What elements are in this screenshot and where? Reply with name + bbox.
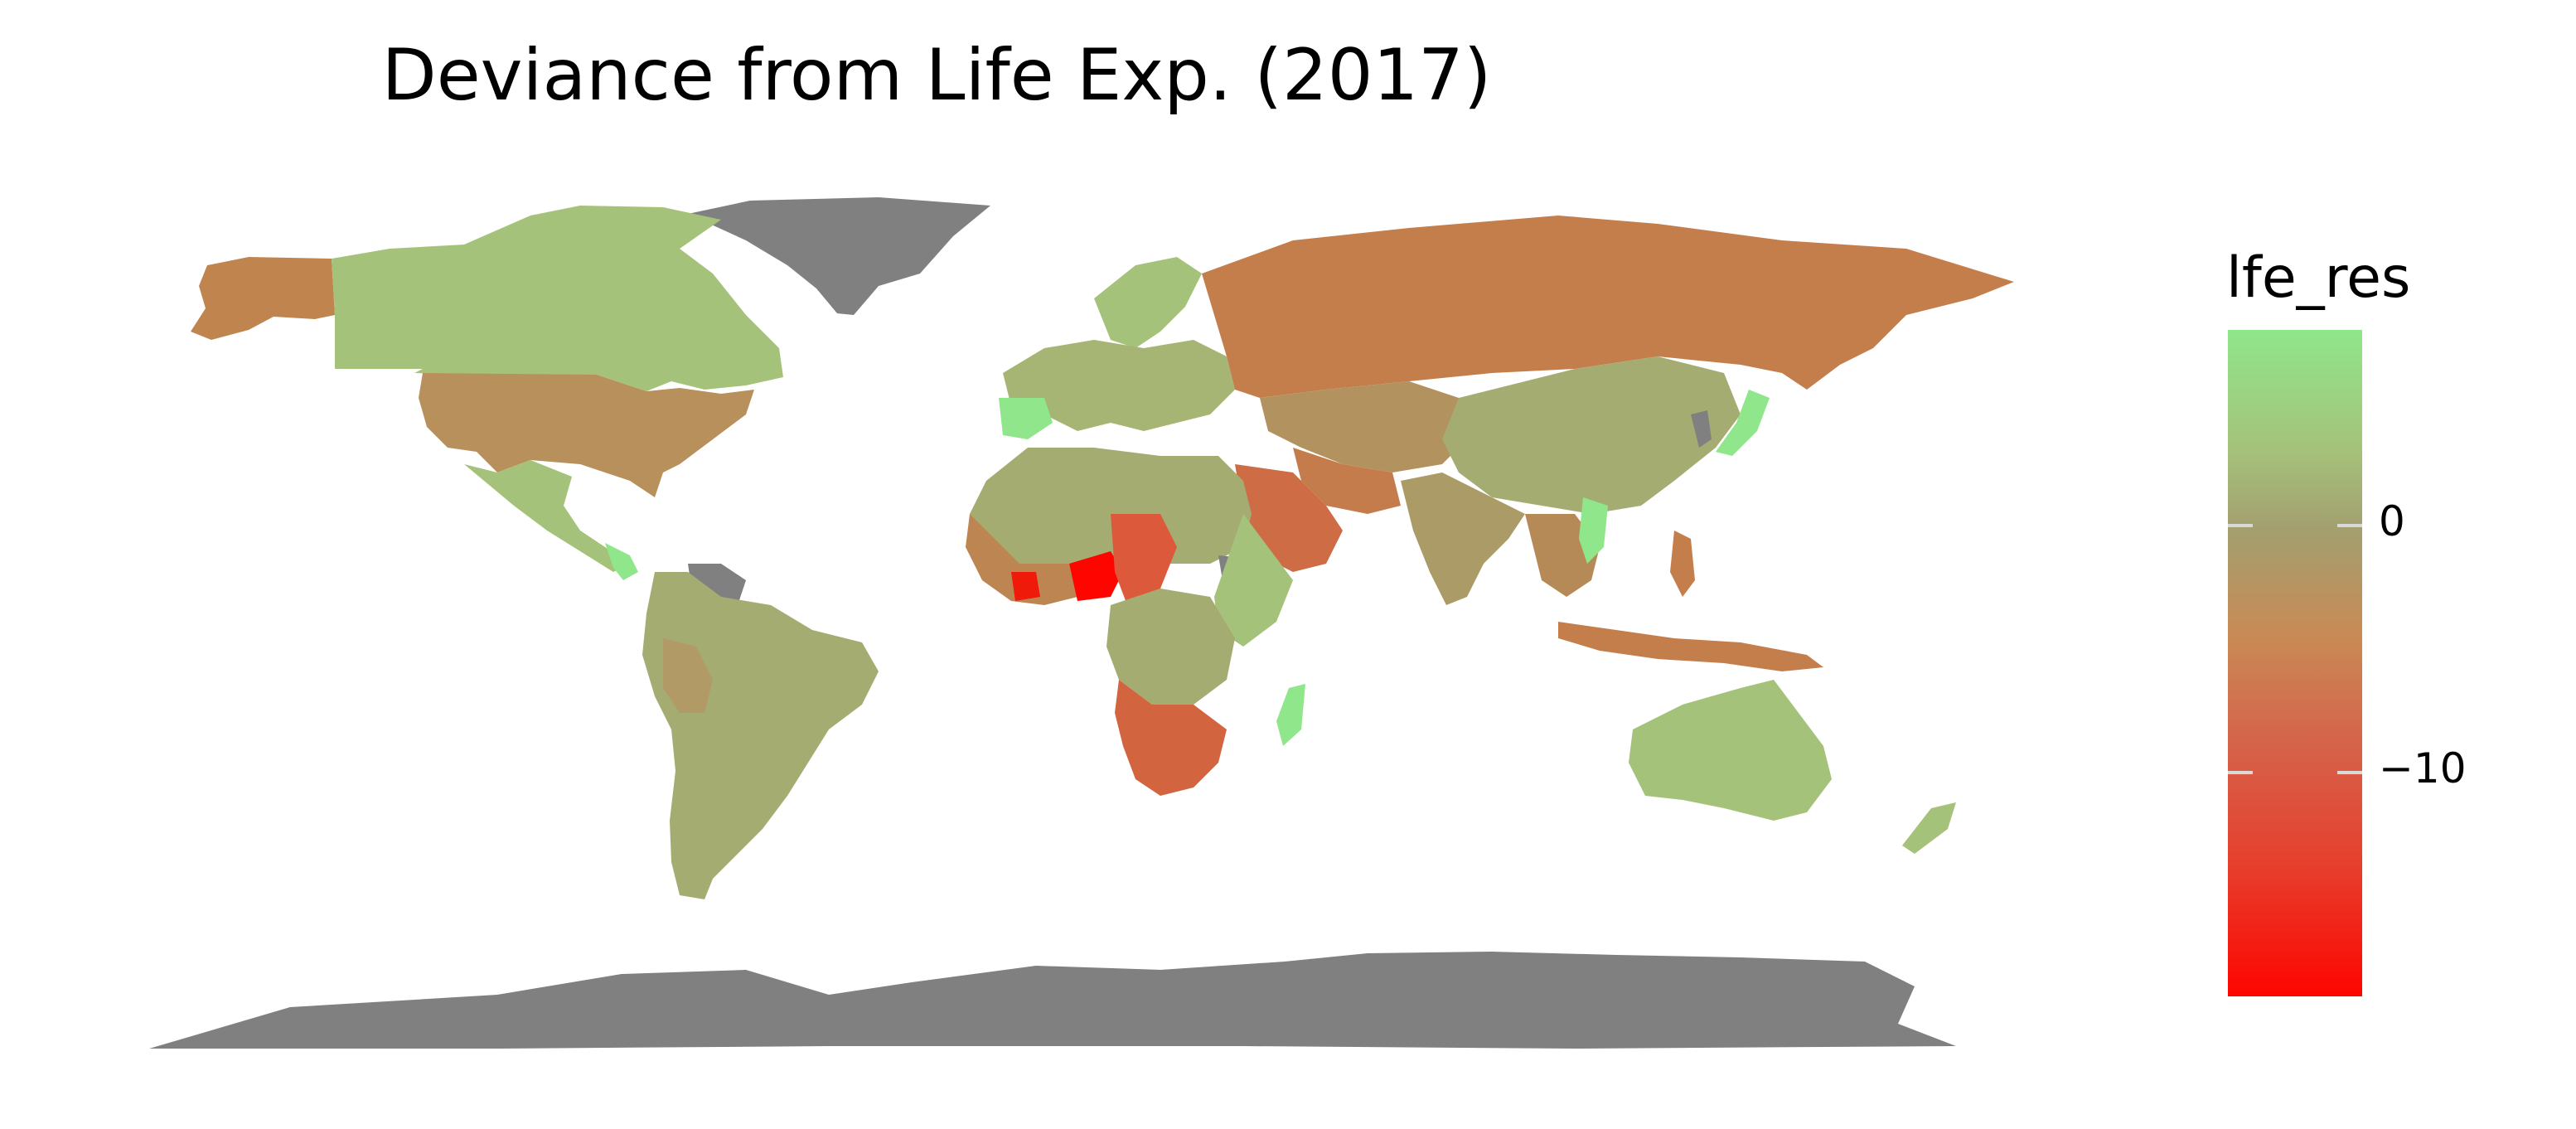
region-south-america xyxy=(642,572,879,899)
legend-tick-label-minus10: −10 xyxy=(2379,744,2467,792)
region-russia xyxy=(1202,216,2014,398)
legend-tick-label-0: 0 xyxy=(2379,497,2405,545)
region-australia xyxy=(1629,680,1832,821)
legend-title: lfe_res xyxy=(2226,245,2411,311)
region-horn-of-africa xyxy=(1214,514,1293,647)
region-central-africa xyxy=(1106,589,1235,705)
region-new-zealand xyxy=(1902,802,1956,854)
region-mexico xyxy=(464,460,630,572)
region-iberia xyxy=(999,398,1053,439)
region-japan xyxy=(1716,390,1770,456)
legend-colorbar xyxy=(2228,330,2362,996)
region-indonesia xyxy=(1558,622,1823,671)
region-central-asia xyxy=(1260,381,1475,472)
region-india xyxy=(1401,472,1525,605)
region-madagascar xyxy=(1276,684,1305,746)
region-chad-sudan xyxy=(1111,514,1177,605)
region-china xyxy=(1442,356,1741,514)
legend-tick-minus10-left xyxy=(2228,771,2253,774)
region-ghana-area xyxy=(1011,572,1040,601)
legend-tick-0-right xyxy=(2337,524,2362,527)
region-antarctica xyxy=(149,952,1956,1049)
region-scandinavia xyxy=(1094,257,1202,348)
region-central-america xyxy=(605,543,638,580)
region-alaska xyxy=(191,257,335,340)
region-vietnam xyxy=(1579,497,1608,564)
region-north-africa xyxy=(970,448,1252,564)
legend-tick-minus10-right xyxy=(2337,771,2362,774)
region-iran-region xyxy=(1293,448,1401,514)
region-usa xyxy=(419,373,754,497)
region-korea-missing xyxy=(1691,410,1712,448)
region-canada xyxy=(332,206,783,391)
map-title: Deviance from Life Exp. (2017) xyxy=(381,34,1492,117)
region-southern-africa xyxy=(1115,680,1227,796)
region-greenland xyxy=(688,197,990,315)
legend-tick-0-left xyxy=(2228,524,2253,527)
region-peru xyxy=(663,638,713,713)
region-philippines xyxy=(1670,531,1695,597)
region-west-africa xyxy=(966,514,1077,605)
region-nigeria xyxy=(1069,551,1123,601)
region-europe xyxy=(1003,340,1235,431)
